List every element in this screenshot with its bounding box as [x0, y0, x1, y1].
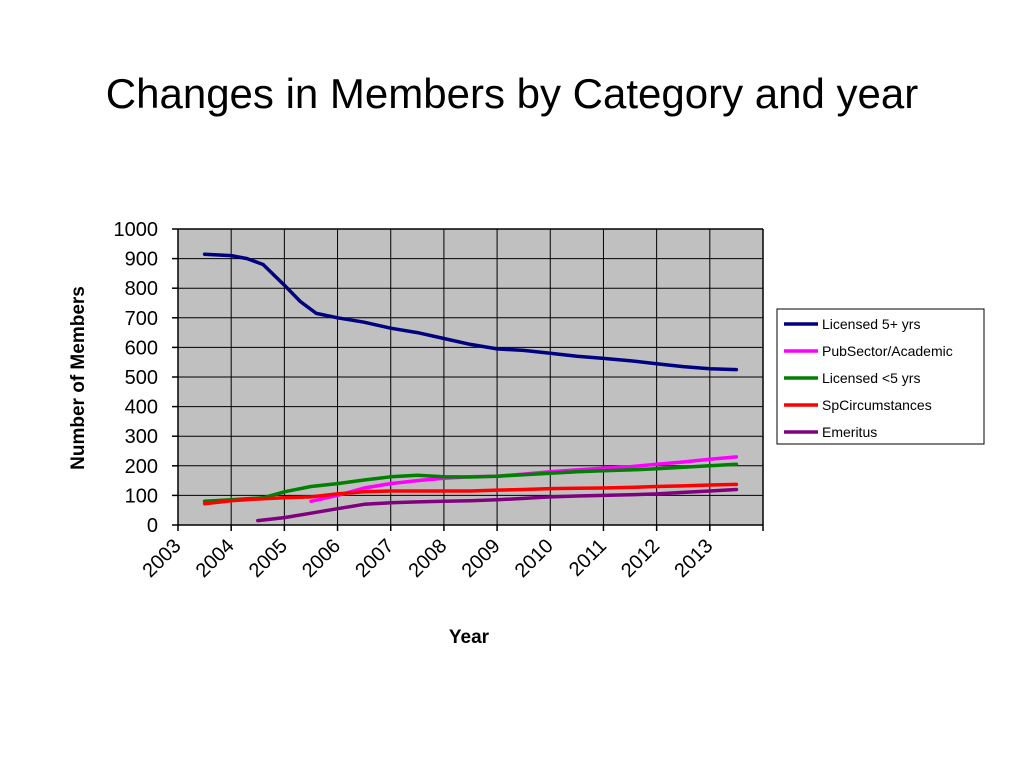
slide-title: Changes in Members by Category and year [105, 70, 919, 117]
legend-label: Licensed 5+ yrs [822, 316, 920, 332]
y-tick-label: 200 [125, 456, 158, 478]
x-tick-label: 2010 [511, 535, 558, 582]
x-tick-label: 2008 [404, 535, 451, 582]
x-tick-label: 2013 [670, 535, 717, 582]
x-tick-label: 2003 [139, 535, 186, 582]
legend-label: Licensed <5 yrs [822, 370, 920, 386]
y-tick-labels: 0 100 200 300 400 500 600 700 800 900 1000 [114, 219, 159, 537]
series-lines [202, 252, 739, 523]
y-tick-label: 500 [125, 367, 158, 389]
axes [172, 228, 764, 531]
legend-label: SpCircumstances [822, 397, 932, 413]
y-tick-label: 400 [125, 397, 158, 419]
x-tick-labels: 2003 2004 2005 2006 2007 2008 2009 2010 2011 2012… [139, 535, 718, 582]
x-tick-label: 2006 [298, 535, 345, 582]
legend-label: PubSector/Academic [822, 343, 953, 359]
x-tick-label: 2005 [245, 535, 292, 582]
y-tick-label: 1000 [114, 219, 159, 241]
x-tick-label: 2004 [192, 535, 239, 582]
y-tick-label: 0 [147, 515, 158, 537]
legend: Licensed 5+ yrs PubSector/Academic License… [776, 308, 985, 445]
y-axis-title: Number of Members [68, 286, 89, 470]
x-axis-title: Year [449, 627, 490, 648]
y-tick-label: 800 [125, 278, 158, 300]
y-tick-label: 600 [125, 337, 158, 359]
legend-label: Emeritus [822, 424, 877, 440]
series-line-licensed-5-yrs [202, 252, 739, 372]
y-tick-label: 700 [125, 308, 158, 330]
x-tick-label: 2011 [565, 535, 611, 581]
series-line-spcircumstances [202, 482, 739, 506]
series-line-licensed-5-yrs [202, 462, 739, 504]
x-tick-label: 2012 [617, 535, 664, 582]
x-tick-label: 2007 [351, 535, 398, 582]
y-tick-label: 900 [125, 249, 158, 271]
x-tick-label: 2009 [458, 535, 505, 582]
y-tick-label: 100 [125, 485, 158, 507]
series-line-emeritus [256, 487, 739, 523]
y-tick-label: 300 [125, 426, 158, 448]
